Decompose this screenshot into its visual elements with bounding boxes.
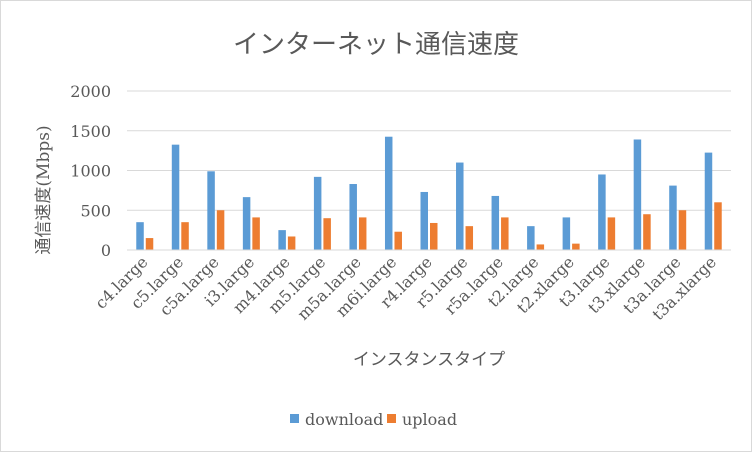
bar-upload xyxy=(430,222,438,250)
bar-upload xyxy=(643,214,651,250)
bar-upload xyxy=(323,218,331,250)
bar-download xyxy=(527,226,535,250)
bar-upload xyxy=(678,210,687,250)
y-tick-label: 500 xyxy=(80,201,111,220)
bar-download xyxy=(207,171,215,250)
bar-upload xyxy=(145,238,154,250)
bar-upload xyxy=(287,236,296,250)
y-axis-title: 通信速度(Mbps) xyxy=(34,125,54,254)
bar-download xyxy=(349,184,357,250)
y-tick-label: 1000 xyxy=(70,162,111,181)
gridlines xyxy=(127,90,731,211)
bar-download xyxy=(598,174,606,250)
bar-download xyxy=(136,222,144,250)
bar-download xyxy=(242,197,251,250)
x-axis-title: インスタンスタイプ xyxy=(353,350,505,370)
bar-upload xyxy=(358,217,367,250)
bar-download xyxy=(420,191,428,250)
bar-download xyxy=(384,136,393,250)
bar-upload xyxy=(607,217,616,250)
bar-upload xyxy=(465,226,474,250)
legend-swatch-upload xyxy=(387,414,396,423)
bar-upload xyxy=(181,222,189,250)
legend-swatch-download xyxy=(290,414,299,423)
bar-download xyxy=(633,139,642,250)
y-axis-ticks: 0 500 1000 1500 2000 xyxy=(70,82,111,260)
bar-download xyxy=(669,185,677,250)
y-tick-label: 1500 xyxy=(70,122,111,141)
bars xyxy=(136,136,722,250)
chart-title: インターネット通信速度 xyxy=(233,30,519,60)
y-tick-label: 2000 xyxy=(70,82,111,101)
bar-download xyxy=(171,144,180,250)
bar-upload xyxy=(501,217,509,250)
legend-label-download: download xyxy=(305,410,383,429)
bar-download xyxy=(456,162,464,250)
bar-download xyxy=(704,152,713,250)
bar-download xyxy=(278,230,286,250)
bar-upload xyxy=(216,210,225,250)
bar-download xyxy=(562,217,571,250)
y-tick-label: 0 xyxy=(101,241,111,260)
legend: download upload xyxy=(290,410,457,429)
x-axis-ticks: c4.largec5.largec5a.largei3.largem4.larg… xyxy=(91,252,720,324)
bar-download xyxy=(491,195,500,250)
bar-upload xyxy=(572,243,580,250)
bar-upload xyxy=(536,244,545,250)
legend-label-upload: upload xyxy=(402,410,457,429)
bar-download xyxy=(313,176,322,250)
bar-upload xyxy=(394,231,402,250)
bar-upload xyxy=(252,217,260,250)
bar-upload xyxy=(714,202,722,250)
